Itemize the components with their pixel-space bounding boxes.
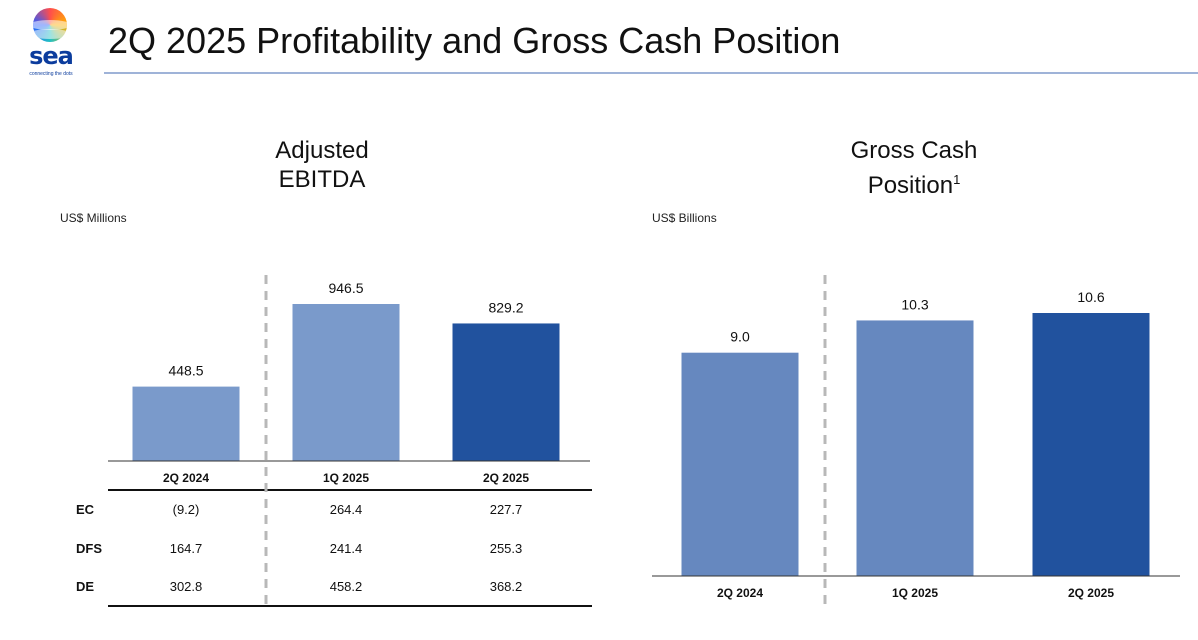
ebitda-category-label-2q-2025: 2Q 2025 xyxy=(483,471,529,485)
ebitda-title-line1: Adjusted xyxy=(275,137,369,164)
cash-title-footnote: 1 xyxy=(953,172,961,187)
cash-title-line1: Gross Cash xyxy=(850,137,978,164)
segment-label-ec: EC xyxy=(76,502,95,517)
cash-chart-title: Gross Cash Position1 xyxy=(814,136,1014,200)
segment-value-de-1q-2025: 458.2 xyxy=(330,579,363,594)
ebitda-value-label-1q-2025: 946.5 xyxy=(328,280,363,296)
sea-logo: sea connecting the dots xyxy=(22,8,82,80)
ebitda-value-label-2q-2024: 448.5 xyxy=(168,363,203,379)
logo-wordmark: sea xyxy=(29,42,74,70)
segment-value-dfs-2q-2024: 164.7 xyxy=(170,541,203,556)
cash-value-label-2q-2025: 10.6 xyxy=(1077,289,1104,305)
cash-bar-1q-2025 xyxy=(856,320,974,576)
cash-bar-2q-2024 xyxy=(681,352,799,576)
ebitda-bar-1q-2025 xyxy=(292,304,400,461)
segment-value-dfs-2q-2025: 255.3 xyxy=(490,541,523,556)
segment-value-ec-2q-2025: 227.7 xyxy=(490,502,523,517)
segment-value-de-2q-2024: 302.8 xyxy=(170,579,203,594)
segment-label-de: DE xyxy=(76,579,94,594)
cash-category-label-2q-2024: 2Q 2024 xyxy=(717,586,763,600)
segment-value-ec-1q-2025: 264.4 xyxy=(330,502,363,517)
page-title: 2Q 2025 Profitability and Gross Cash Pos… xyxy=(108,20,841,61)
segment-label-dfs: DFS xyxy=(76,541,102,556)
cash-unit-label: US$ Billions xyxy=(652,211,717,225)
cash-title-line2: Position1 xyxy=(814,165,1014,200)
cash-category-label-1q-2025: 1Q 2025 xyxy=(892,586,938,600)
title-divider xyxy=(104,72,1198,74)
cash-value-label-2q-2024: 9.0 xyxy=(730,329,750,345)
cash-category-label-2q-2025: 2Q 2025 xyxy=(1068,586,1114,600)
ebitda-chart-title: Adjusted EBITDA xyxy=(222,136,422,194)
sea-logo-mark xyxy=(33,8,67,42)
cash-title-line2-text: Position xyxy=(867,172,954,199)
logo-tagline: connecting the dots xyxy=(29,71,73,77)
segment-value-ec-2q-2024: (9.2) xyxy=(173,502,200,517)
cash-value-label-1q-2025: 10.3 xyxy=(901,296,928,312)
cash-bar-2q-2025 xyxy=(1032,313,1150,576)
ebitda-title-line2: EBITDA xyxy=(278,166,366,193)
ebitda-unit-label: US$ Millions xyxy=(60,211,127,225)
ebitda-category-label-1q-2025: 1Q 2025 xyxy=(323,471,369,485)
ebitda-bar-2q-2024 xyxy=(132,386,240,461)
segment-value-de-2q-2025: 368.2 xyxy=(490,579,523,594)
ebitda-category-label-2q-2024: 2Q 2024 xyxy=(163,471,209,485)
segment-value-dfs-1q-2025: 241.4 xyxy=(330,541,363,556)
ebitda-value-label-2q-2025: 829.2 xyxy=(488,299,523,315)
ebitda-bar-2q-2025 xyxy=(452,323,560,461)
